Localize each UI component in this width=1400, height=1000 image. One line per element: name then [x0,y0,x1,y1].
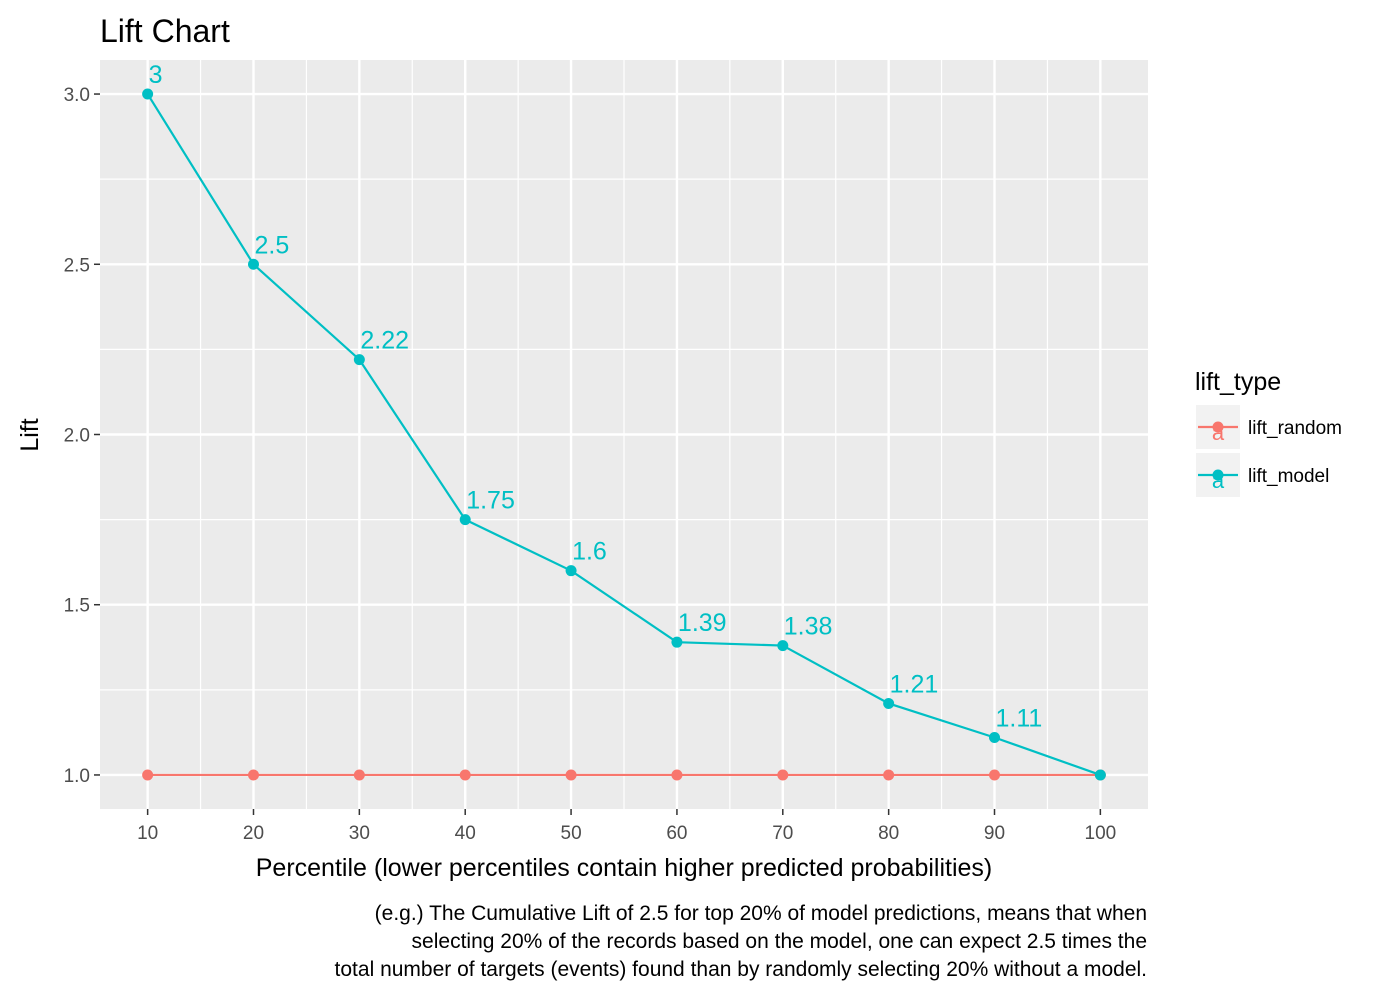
data-point-lift_model [883,697,895,709]
data-point-lift_random [142,769,154,781]
x-tick-label: 30 [349,823,370,844]
data-label-lift_model: 1.21 [890,670,939,698]
data-label-lift_model: 2.22 [360,327,409,355]
data-label-lift_model: 1.75 [466,487,515,515]
caption: (e.g.) The Cumulative Lift of 2.5 for to… [335,902,1147,981]
data-point-lift_model [989,732,1001,744]
y-tick-label: 2.5 [64,255,90,276]
legend-label-lift_random: lift_random [1248,418,1342,439]
data-label-lift_model: 1.6 [572,538,607,566]
data-point-lift_model [247,258,259,270]
legend-key-glyph: a [1212,468,1225,493]
caption-line-1: (e.g.) The Cumulative Lift of 2.5 for to… [375,902,1147,925]
data-labels: 3 2.5 2.22 1.75 1.6 1.39 1.38 1.21 1.11 [149,61,1043,732]
y-tick-label: 3.0 [64,85,90,106]
data-point-lift_model [459,514,471,526]
data-label-lift_model: 1.11 [996,705,1043,733]
chart-title: Lift Chart [100,13,230,49]
y-tick-label: 1.5 [64,596,90,617]
x-axis: 10 20 30 40 50 60 70 80 90 100 [137,809,1116,844]
series-line-lift_model [146,93,1101,776]
data-point-lift_model [777,640,789,652]
data-point-lift_random [989,769,1001,781]
y-tick-label: 2.0 [64,426,90,447]
data-label-lift_model: 2.5 [254,231,289,259]
x-tick-label: 20 [243,823,264,844]
y-axis-title: Lift [16,418,44,451]
legend-key-glyph: a [1212,420,1225,445]
caption-line-3: total number of targets (events) found t… [335,958,1147,981]
x-tick-label: 100 [1085,823,1117,844]
series-points [142,88,1106,781]
data-point-lift_model [1094,769,1106,781]
data-point-lift_random [883,769,895,781]
data-point-lift_random [353,769,365,781]
data-label-lift_model: 3 [149,61,163,89]
x-tick-label: 80 [878,823,899,844]
x-tick-label: 90 [984,823,1005,844]
x-tick-label: 70 [772,823,793,844]
x-tick-label: 10 [137,823,158,844]
data-point-lift_random [777,769,789,781]
data-point-lift_model [671,636,683,648]
data-label-lift_model: 1.39 [678,609,727,637]
x-tick-label: 40 [455,823,476,844]
caption-line-2: selecting 20% of the records based on th… [412,930,1147,953]
data-point-lift_random [671,769,683,781]
legend-title: lift_type [1195,368,1281,396]
series-lines [146,93,1101,777]
y-tick-label: 1.0 [64,766,90,787]
legend-key-point [1212,469,1224,481]
x-tick-label: 50 [561,823,582,844]
data-point-lift_random [459,769,471,781]
legend-key-point [1212,421,1224,433]
data-point-lift_model [353,354,365,366]
data-label-lift_model: 1.38 [784,613,833,641]
data-point-lift_random [247,769,259,781]
data-point-lift_model [565,565,577,577]
y-axis: 1.0 1.5 2.0 2.5 3.0 [64,85,100,787]
data-point-lift_random [565,769,577,781]
legend-label-lift_model: lift_model [1248,466,1329,487]
x-axis-title: Percentile (lower percentiles contain hi… [256,854,993,882]
x-tick-label: 60 [666,823,687,844]
data-point-lift_model [142,88,154,100]
